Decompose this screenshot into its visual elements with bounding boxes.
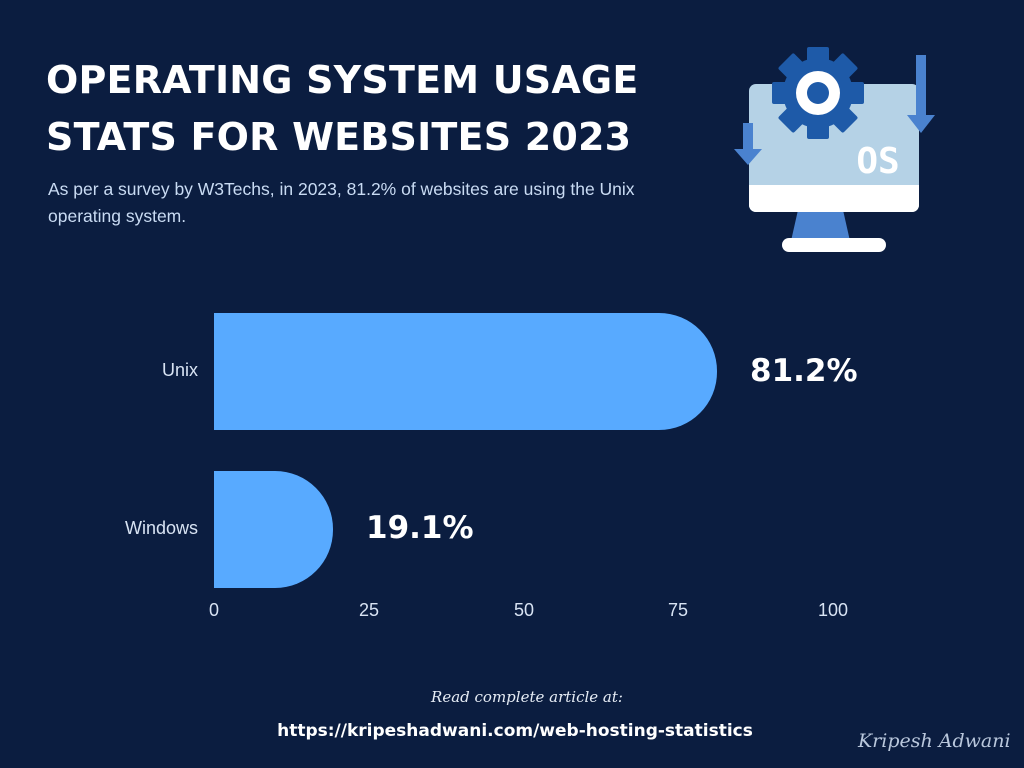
- bar-windows: [214, 471, 333, 588]
- arrow-down-left-icon: [734, 123, 762, 165]
- gear-icon: [772, 47, 864, 139]
- x-tick-50: 50: [513, 600, 535, 620]
- article-link[interactable]: https://kripeshadwani.com/web-hosting-st…: [277, 721, 753, 741]
- category-label-unix: Unix: [161, 360, 198, 380]
- footer-lead-text: Read complete article at:: [431, 688, 623, 706]
- title-line-1: OPERATING SYSTEM USAGE: [46, 58, 639, 102]
- x-tick-25: 25: [358, 600, 380, 620]
- subtitle: As per a survey by W3Techs, in 2023, 81.…: [48, 179, 635, 226]
- value-label-unix: 81.2%: [750, 353, 858, 389]
- page-title: OPERATING SYSTEM USAGE STATS FOR WEBSITE…: [46, 52, 638, 166]
- title-line-2: STATS FOR WEBSITES 2023: [46, 115, 632, 159]
- monitor-stand: [791, 210, 850, 241]
- author-signature: Kripesh Adwani: [858, 730, 1011, 752]
- arrow-down-right-icon: [907, 55, 935, 133]
- x-tick-100: 100: [817, 600, 849, 620]
- value-label-windows: 19.1%: [366, 510, 474, 546]
- monitor-bezel: [749, 185, 919, 212]
- bar-unix: [214, 313, 717, 430]
- os-text: OS: [856, 141, 899, 182]
- monitor-base: [782, 238, 886, 252]
- monitor-os-gear-icon: OS: [734, 47, 935, 252]
- category-label-windows: Windows: [124, 518, 198, 538]
- x-tick-0: 0: [208, 600, 220, 620]
- x-tick-75: 75: [667, 600, 689, 620]
